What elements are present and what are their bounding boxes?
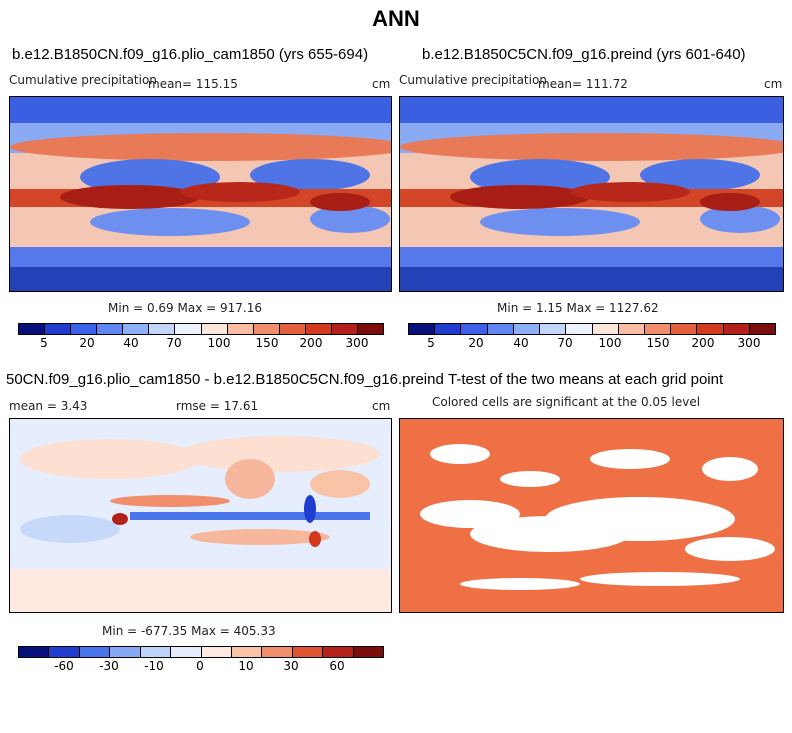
panel2-tick: 200 [691, 336, 715, 350]
panel2-colorbar [408, 323, 776, 335]
panel1-minmax: Min = 0.69 Max = 917.16 [108, 301, 262, 315]
panel1-tick: 150 [255, 336, 279, 350]
panel1-tick: 70 [166, 336, 182, 350]
panel1-mean: mean= 115.15 [148, 77, 238, 91]
panel1-variable: Cumulative precipitation [9, 73, 157, 87]
panel1-title: b.e12.B1850CN.f09_g16.plio_cam1850 (yrs … [12, 46, 369, 63]
panel1-tick: 200 [299, 336, 323, 350]
panel2-minmax: Min = 1.15 Max = 1127.62 [497, 301, 659, 315]
panel1-colorbar [18, 323, 384, 335]
panel2-tick: 40 [513, 336, 529, 350]
panel3-tick: 10 [238, 659, 254, 673]
panel2-tick: 20 [468, 336, 484, 350]
panel2-tick: 150 [646, 336, 670, 350]
panel3-map [9, 418, 392, 613]
panel3-tick: 30 [283, 659, 299, 673]
panel3-tick: 0 [196, 659, 204, 673]
panel2-mean: mean= 111.72 [538, 77, 628, 91]
panel1-tick: 20 [79, 336, 95, 350]
panel3-rmse: rmse = 17.61 [176, 399, 259, 413]
panel3-colorbar [18, 646, 384, 658]
panel3-mean: mean = 3.43 [9, 399, 88, 413]
panel1-tick: 40 [123, 336, 139, 350]
panel3-title: 50CN.f09_g16.plio_cam1850 - b.e12.B1850C… [6, 371, 444, 388]
panel1-tick: 100 [207, 336, 231, 350]
panel3-units: cm [372, 399, 391, 413]
panel2-tick: 5 [427, 336, 435, 350]
panel2-map [399, 96, 784, 292]
panel2-variable: Cumulative precipitation [399, 73, 547, 87]
panel3-tick: -10 [144, 659, 164, 673]
panel4-map [399, 418, 784, 613]
panel2-title: b.e12.B1850C5CN.f09_g16.preind (yrs 601-… [422, 46, 746, 63]
panel3-tick: -60 [54, 659, 74, 673]
panel1-tick: 5 [40, 336, 48, 350]
panel1-map [9, 96, 392, 292]
panel3-tick: 60 [329, 659, 345, 673]
panel1-units: cm [372, 77, 391, 91]
panel4-title: T-test of the two means at each grid poi… [448, 371, 724, 388]
panel4-subtitle: Colored cells are significant at the 0.0… [432, 395, 701, 409]
panel2-tick: 100 [598, 336, 622, 350]
panel2-tick: 70 [557, 336, 573, 350]
panel2-tick: 300 [737, 336, 761, 350]
panel1-tick: 300 [345, 336, 369, 350]
panel2-units: cm [764, 77, 783, 91]
panel3-minmax: Min = -677.35 Max = 405.33 [102, 624, 276, 638]
figure-title: ANN [372, 6, 420, 31]
panel3-tick: -30 [99, 659, 119, 673]
